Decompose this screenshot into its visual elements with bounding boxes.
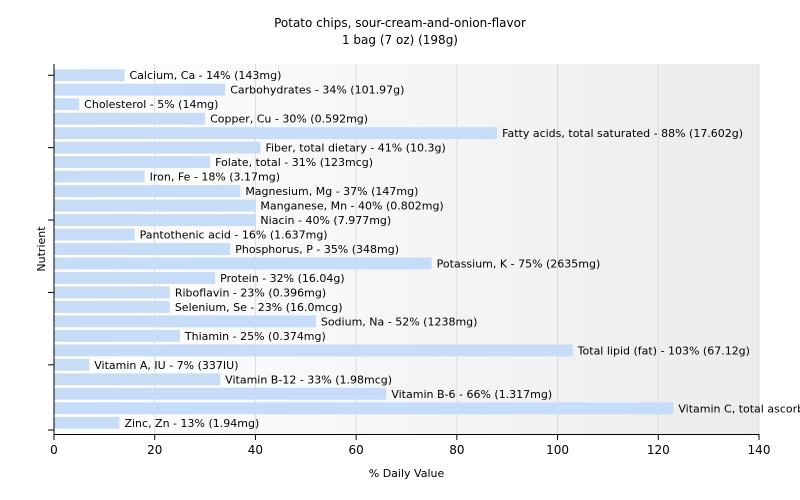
bar-label: Iron, Fe - 18% (3.17mg)	[150, 171, 280, 184]
x-tick-label: 140	[748, 443, 771, 457]
chart-title: Potato chips, sour-cream-and-onion-flavo…	[274, 16, 526, 30]
bar-label: Protein - 32% (16.04g)	[220, 272, 345, 285]
bar	[54, 141, 261, 154]
x-axis-title: % Daily Value	[369, 467, 445, 480]
bar-label: Vitamin B-6 - 66% (1.317mg)	[391, 388, 552, 401]
bar-label: Copper, Cu - 30% (0.592mg)	[210, 113, 368, 126]
x-tick-label: 40	[248, 443, 263, 457]
x-tick-label: 0	[50, 443, 58, 457]
bar	[54, 127, 498, 140]
bar	[54, 69, 125, 82]
bar	[54, 98, 80, 111]
y-axis-title: Nutrient	[35, 226, 48, 272]
bar-label: Fiber, total dietary - 41% (10.3g)	[265, 142, 445, 155]
axes: 0 20 40 60 80 100 120 140	[48, 64, 770, 457]
bar-label: Phosphorus, P - 35% (348mg)	[235, 243, 399, 256]
bar-label: Manganese, Mn - 40% (0.802mg)	[260, 200, 443, 213]
bar-label: Magnesium, Mg - 37% (147mg)	[245, 185, 418, 198]
bar	[54, 387, 387, 400]
x-tick-label: 100	[546, 443, 569, 457]
bar	[54, 112, 206, 125]
bar-label: Fatty acids, total saturated - 88% (17.6…	[502, 127, 743, 140]
bar-label: Calcium, Ca - 14% (143mg)	[130, 69, 282, 82]
bar	[54, 156, 211, 169]
x-tick-label: 80	[449, 443, 464, 457]
bar	[54, 170, 145, 183]
bar	[54, 373, 221, 386]
bar	[54, 228, 135, 241]
bar-label: Folate, total - 31% (123mcg)	[215, 156, 373, 169]
x-tick-label: 120	[647, 443, 670, 457]
bar	[54, 83, 226, 96]
bars: Calcium, Ca - 14% (143mg) Carbohydrates -…	[54, 69, 800, 430]
bar-label: Zinc, Zn - 13% (1.94mg)	[124, 417, 259, 430]
bar-label: Vitamin B-12 - 33% (1.98mcg)	[225, 373, 392, 386]
bar	[54, 199, 256, 212]
bar	[54, 358, 90, 371]
bar-label: Pantothenic acid - 16% (1.637mg)	[140, 229, 328, 242]
bar-label: Vitamin A, IU - 7% (337IU)	[94, 359, 238, 372]
bar-label: Selenium, Se - 23% (16.0mcg)	[175, 301, 343, 314]
bar	[54, 286, 170, 299]
bar	[54, 185, 241, 198]
bar	[54, 329, 180, 342]
bar	[54, 257, 432, 270]
bar-label: Cholesterol - 5% (14mg)	[84, 98, 218, 111]
bar	[54, 402, 674, 415]
bar-label: Total lipid (fat) - 103% (67.12g)	[577, 344, 750, 357]
x-tick-label: 20	[147, 443, 162, 457]
bar-label: Potassium, K - 75% (2635mg)	[437, 257, 601, 270]
bar-label: Riboflavin - 23% (0.396mg)	[175, 286, 326, 299]
bar-label: Carbohydrates - 34% (101.97g)	[230, 84, 404, 97]
bar-label: Sodium, Na - 52% (1238mg)	[321, 315, 478, 328]
bar-label: Vitamin C, total ascorbic acid - 123% (7…	[678, 402, 800, 415]
gridlines	[154, 64, 760, 434]
bar	[54, 344, 573, 357]
bar	[54, 214, 256, 226]
bar	[54, 272, 216, 284]
bar	[54, 315, 316, 328]
x-tick-label: 60	[349, 443, 364, 457]
bar	[54, 243, 231, 255]
chart-subtitle: 1 bag (7 oz) (198g)	[341, 33, 458, 47]
bar	[54, 416, 120, 429]
bar	[54, 300, 170, 313]
bar-label: Thiamin - 25% (0.374mg)	[184, 330, 326, 343]
bar-label: Niacin - 40% (7.977mg)	[260, 214, 391, 227]
